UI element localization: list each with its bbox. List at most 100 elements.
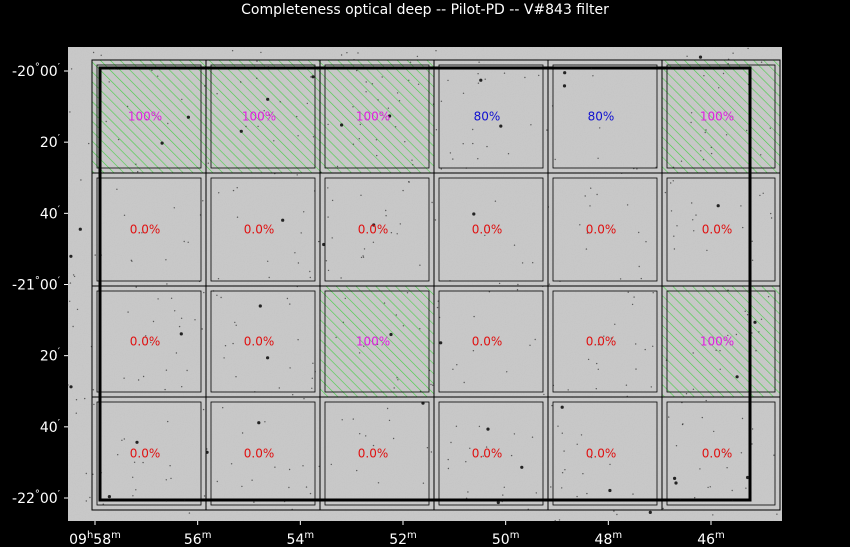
y-tick-label-2: 40′ — [40, 204, 61, 222]
star — [746, 129, 748, 132]
star — [394, 126, 397, 128]
star — [279, 101, 281, 103]
star — [431, 201, 433, 204]
star — [751, 259, 754, 261]
star — [335, 336, 337, 339]
star — [363, 248, 366, 250]
star — [180, 317, 183, 319]
star — [256, 60, 258, 62]
star — [353, 59, 355, 61]
star — [592, 75, 594, 77]
star — [421, 401, 425, 405]
star — [693, 230, 695, 232]
star — [674, 481, 678, 485]
star — [626, 204, 629, 206]
star — [203, 291, 205, 294]
star — [485, 446, 488, 448]
star — [718, 87, 720, 89]
star — [385, 209, 387, 212]
star — [372, 223, 376, 227]
tile-inner-0-0 — [96, 64, 202, 169]
cell-label-1-0: 0.0% — [130, 223, 161, 237]
star — [440, 168, 442, 170]
star — [239, 129, 243, 133]
star — [245, 125, 247, 128]
star — [123, 377, 125, 379]
star — [388, 419, 391, 422]
star — [603, 335, 605, 337]
star — [92, 389, 95, 391]
star — [770, 217, 773, 219]
star — [220, 296, 222, 299]
star — [359, 123, 361, 126]
star — [530, 124, 532, 126]
star — [619, 278, 622, 280]
star — [376, 154, 378, 157]
star — [463, 381, 465, 384]
star — [286, 297, 289, 300]
star — [670, 182, 672, 184]
star — [467, 491, 469, 493]
star — [372, 241, 375, 243]
star — [551, 404, 553, 407]
star — [294, 252, 296, 254]
star — [722, 72, 725, 75]
star — [396, 377, 398, 379]
star — [494, 200, 497, 202]
star — [531, 436, 534, 438]
star — [506, 371, 508, 373]
tile-inner-0-3 — [438, 64, 544, 169]
star — [289, 367, 291, 369]
star — [627, 291, 629, 293]
star — [340, 277, 342, 279]
star — [452, 368, 454, 370]
cell-label-3-4: 0.0% — [586, 447, 617, 461]
star — [484, 78, 486, 80]
star — [167, 420, 169, 423]
y-tick-label-6: -22°00′ — [12, 489, 61, 507]
star — [341, 419, 343, 421]
star — [695, 214, 697, 216]
star — [626, 395, 628, 398]
star — [314, 371, 316, 373]
star — [676, 225, 678, 227]
star — [121, 439, 123, 441]
star — [507, 153, 510, 155]
star — [703, 75, 705, 77]
star — [365, 91, 367, 93]
star — [199, 214, 202, 216]
star — [404, 141, 406, 143]
star — [318, 465, 320, 468]
star — [108, 81, 110, 83]
tile-inner-2-4 — [552, 290, 658, 393]
chart-title: Completeness optical deep -- Pilot-PD --… — [241, 2, 609, 18]
star — [472, 128, 474, 131]
star — [145, 335, 147, 337]
star — [76, 308, 79, 311]
star — [390, 232, 393, 234]
star — [266, 97, 270, 101]
cell-label-0-5: 100% — [700, 110, 734, 124]
star — [760, 61, 763, 63]
star — [123, 214, 126, 216]
star — [310, 76, 312, 78]
star — [543, 393, 545, 396]
star — [372, 444, 375, 447]
tile-grid — [91, 59, 781, 511]
star — [430, 451, 433, 453]
cell-label-0-2: 100% — [356, 110, 390, 124]
star — [576, 443, 578, 445]
tile-inner-3-5 — [666, 401, 776, 506]
star — [167, 122, 169, 125]
star — [706, 249, 708, 252]
hatch-cell-0-1 — [206, 60, 320, 173]
star — [107, 495, 111, 499]
star — [503, 486, 505, 488]
star — [690, 112, 693, 114]
star — [203, 495, 206, 497]
star — [449, 280, 451, 282]
star — [552, 384, 555, 387]
star — [465, 461, 467, 463]
star — [726, 467, 728, 469]
tile-inner-1-0 — [96, 177, 202, 282]
